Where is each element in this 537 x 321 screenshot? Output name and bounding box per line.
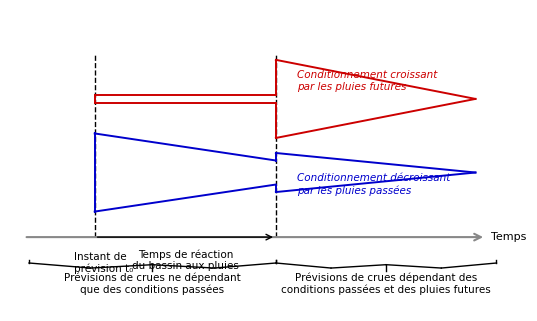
Text: Conditionnement croissant
par les pluies futures: Conditionnement croissant par les pluies…	[297, 70, 437, 92]
Text: Temps: Temps	[491, 232, 527, 242]
Text: Prévisions de crues dépendant des
conditions passées et des pluies futures: Prévisions de crues dépendant des condit…	[281, 272, 491, 295]
Text: Instant de
prévision t₀: Instant de prévision t₀	[74, 252, 133, 274]
Text: Conditionnement décroissant
par les pluies passées: Conditionnement décroissant par les plui…	[297, 173, 450, 195]
Text: Prévisions de crues ne dépendant
que des conditions passées: Prévisions de crues ne dépendant que des…	[64, 272, 241, 295]
Text: Temps de réaction
du bassin aux pluies: Temps de réaction du bassin aux pluies	[132, 249, 239, 271]
